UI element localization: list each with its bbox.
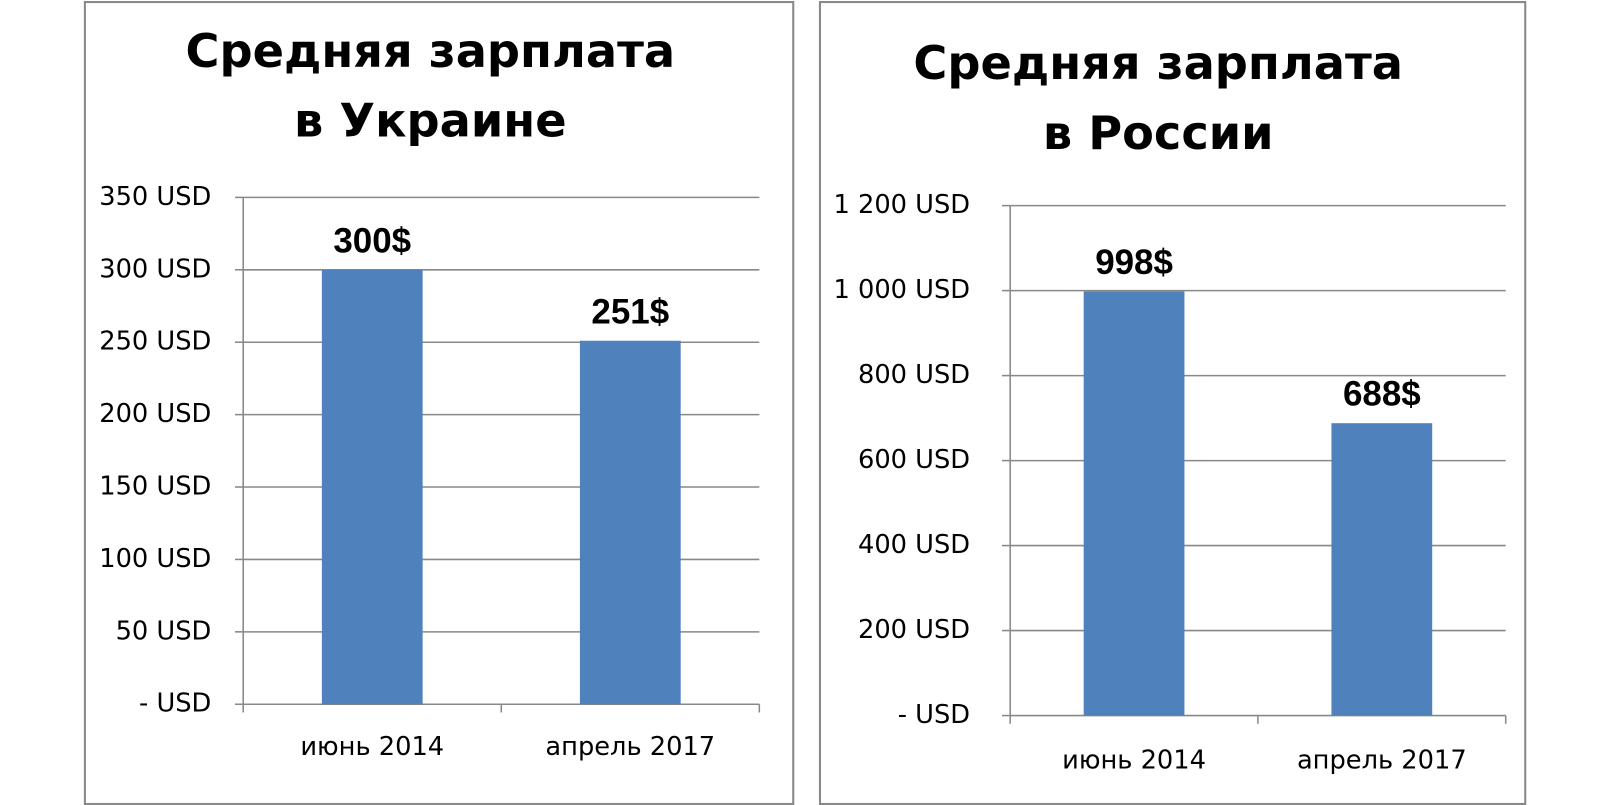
- chart-title: Средняя зарплата в России: [913, 35, 1404, 161]
- y-tick-label: 800 USD: [858, 360, 970, 390]
- y-tick-label: 1 000 USD: [833, 275, 970, 305]
- x-tick-label: июнь 2014: [300, 732, 444, 762]
- value-label: 998$: [1095, 243, 1173, 282]
- y-tick-label: 50 USD: [116, 616, 212, 646]
- y-tick-label: 100 USD: [99, 544, 211, 574]
- chart-title-box: Средняя зарплата в России: [913, 35, 1404, 161]
- y-tick-label: 300 USD: [99, 254, 211, 284]
- y-tick-label: 350 USD: [99, 182, 211, 212]
- y-tick-label: - USD: [139, 689, 211, 719]
- x-tick-label: июнь 2014: [1062, 745, 1206, 775]
- y-tick-label: 600 USD: [858, 445, 970, 475]
- chart-title-box: Средняя зарплата в Украине: [185, 23, 676, 149]
- value-label: 300$: [333, 221, 411, 260]
- bar: [1083, 291, 1185, 716]
- value-label: 251$: [591, 292, 669, 331]
- y-tick-label: 200 USD: [99, 399, 211, 429]
- y-tick-label: 150 USD: [99, 472, 211, 502]
- x-tick-label: апрель 2017: [545, 732, 715, 762]
- y-tick-label: 1 200 USD: [833, 190, 970, 220]
- y-tick-label: - USD: [898, 700, 970, 730]
- chart-title: Средняя зарплата в Украине: [185, 23, 676, 149]
- bar: [579, 340, 681, 705]
- bar: [321, 269, 423, 705]
- y-tick-label: 200 USD: [858, 615, 970, 645]
- y-tick-label: 400 USD: [858, 530, 970, 560]
- bar: [1331, 423, 1433, 716]
- value-label: 688$: [1343, 375, 1421, 414]
- x-tick-label: апрель 2017: [1297, 745, 1467, 775]
- y-tick-label: 250 USD: [99, 327, 211, 357]
